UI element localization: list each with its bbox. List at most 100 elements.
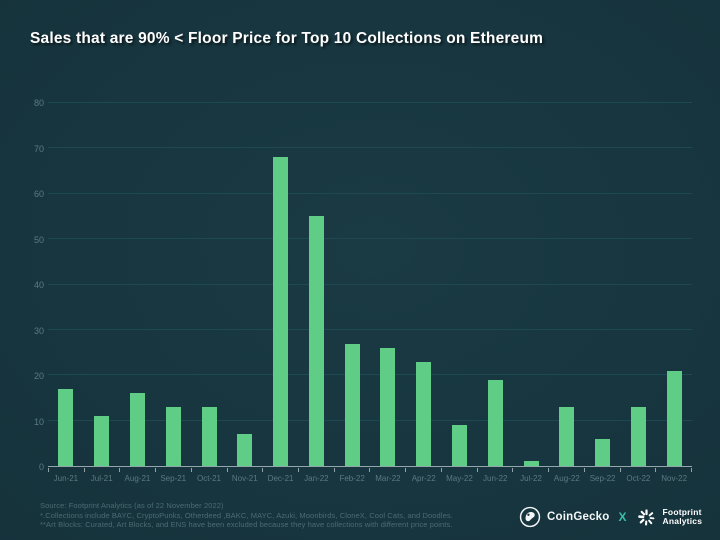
bar-Nov-21 [237, 434, 253, 466]
bar-cell-May-22 [442, 103, 478, 466]
gridline-30 [48, 328, 692, 330]
x-label-Apr-22: Apr-22 [411, 474, 436, 483]
plot-area [48, 102, 692, 467]
x-label-Jun-21: Jun-21 [53, 474, 79, 483]
bar-Aug-21 [129, 393, 145, 466]
gridline-20 [48, 374, 692, 376]
x-label-Sep-21: Sep-21 [160, 474, 187, 483]
x-label-Dec-21: Dec-21 [267, 474, 294, 483]
x-tick-May-22 [440, 468, 477, 472]
gridline-10 [48, 419, 692, 421]
x-tick-Feb-22 [333, 468, 370, 472]
x-label-Nov-22: Nov-22 [661, 474, 688, 483]
y-tick-label-80: 80 [33, 98, 44, 108]
y-tick-label-30: 30 [33, 325, 44, 336]
bar-May-22 [451, 425, 467, 466]
x-label-May-22: May-22 [446, 474, 473, 483]
x-label-Jan-22: Jan-22 [304, 474, 329, 483]
bar-Oct-22 [630, 407, 646, 466]
bar-Nov-22 [666, 370, 682, 466]
bar-Aug-22 [559, 407, 575, 466]
footprint-analytics-icon [636, 507, 657, 528]
x-tick-Nov-21 [226, 468, 263, 472]
x-tick-Aug-22 [548, 468, 584, 472]
bar-cell-Sep-21 [155, 103, 191, 466]
bar-Apr-22 [416, 361, 432, 466]
footprint-label-line1: Footprint [662, 506, 702, 517]
y-tick-label-10: 10 [33, 416, 44, 427]
x-tick-Jun-21 [48, 468, 84, 472]
x-tick-Jul-22 [512, 468, 548, 472]
y-tick-label-0: 0 [38, 462, 44, 472]
x-axis-labels: Jun-21 Jul-21 Aug-21 Sep-21 Oct-21 Nov-21 Dec-… [48, 474, 692, 483]
x-label-Aug-21: Aug-21 [124, 474, 151, 483]
footprint-label-line2: Analytics [662, 516, 703, 526]
y-tick-label-70: 70 [33, 143, 44, 154]
x-axis-ticks [48, 468, 692, 472]
gridline-50 [48, 238, 692, 240]
bar-cell-Jun-21 [48, 103, 84, 466]
bar-Jul-22 [523, 461, 539, 466]
bar-Sep-22 [595, 438, 611, 466]
bar-cell-Jun-22 [477, 103, 513, 466]
coingecko-icon [519, 506, 541, 528]
bar-cell-Jan-22 [298, 103, 334, 466]
bar-Mar-22 [380, 348, 396, 466]
x-label-Sep-22: Sep-22 [589, 474, 616, 483]
bar-Dec-21 [273, 157, 289, 466]
bar-cell-Feb-22 [334, 103, 370, 466]
x-label-Oct-22: Oct-22 [626, 474, 651, 483]
footprint-analytics-label: Footprint Analytics [662, 506, 703, 527]
collections-note: *.Collections include BAYC, CryptoPunks,… [40, 510, 453, 520]
x-tick-Sep-22 [583, 468, 620, 472]
footer-notes: Source: Footprint Analytics (as of 22 No… [40, 501, 453, 530]
gridline-80 [48, 102, 692, 103]
bar-cell-Apr-22 [406, 103, 442, 466]
bar-Jun-22 [487, 379, 503, 466]
x-label-Nov-21: Nov-21 [231, 474, 258, 483]
y-tick-label-50: 50 [33, 234, 44, 245]
coingecko-label: CoinGecko [547, 511, 610, 523]
x-tick-Oct-21 [190, 468, 227, 472]
bar-Feb-22 [344, 343, 360, 466]
y-axis-labels: 0 10 20 30 40 50 60 70 80 [12, 98, 44, 472]
x-label-Jul-22: Jul-22 [520, 474, 542, 483]
bar-cell-Sep-22 [585, 103, 621, 466]
x-tick-Oct-22 [619, 468, 656, 472]
gridline-40 [48, 283, 692, 285]
bar-cell-Jul-21 [84, 103, 120, 466]
x-tick-Mar-22 [369, 468, 405, 472]
bar-Jan-22 [308, 216, 324, 466]
x-label-Jun-22: Jun-22 [483, 474, 508, 483]
logos-row: CoinGecko X Footprint Analytics [519, 503, 702, 531]
x-tick-Nov-22 [655, 468, 692, 472]
x-tick-Jun-22 [476, 468, 513, 472]
bar-series [48, 103, 692, 466]
x-tick-Sep-21 [155, 468, 191, 472]
y-tick-label-40: 40 [33, 280, 44, 290]
chart-title: Sales that are 90% < Floor Price for Top… [30, 30, 544, 47]
bar-cell-Jul-22 [513, 103, 549, 466]
x-label-Feb-22: Feb-22 [339, 474, 365, 483]
bar-Sep-21 [165, 407, 181, 466]
bar-cell-Aug-21 [120, 103, 156, 466]
bar-Oct-21 [201, 407, 217, 466]
bar-cell-Oct-21 [191, 103, 227, 466]
bar-cell-Mar-22 [370, 103, 406, 466]
bar-cell-Nov-21 [227, 103, 263, 466]
x-label-Oct-21: Oct-21 [197, 474, 222, 483]
gridline-60 [48, 192, 692, 194]
x-tick-Apr-22 [405, 468, 441, 472]
gridline-70 [48, 147, 692, 149]
bar-cell-Nov-22 [656, 103, 692, 466]
bar-cell-Dec-21 [263, 103, 299, 466]
bar-cell-Aug-22 [549, 103, 585, 466]
x-tick-Aug-21 [119, 468, 155, 472]
x-tick-Jul-21 [83, 468, 120, 472]
x-label-Mar-22: Mar-22 [375, 474, 401, 483]
x-label-Jul-21: Jul-21 [90, 474, 113, 483]
bar-Jun-21 [58, 388, 74, 466]
source-line: Source: Footprint Analytics (as of 22 No… [40, 501, 224, 510]
collab-x-separator: X [618, 510, 627, 524]
